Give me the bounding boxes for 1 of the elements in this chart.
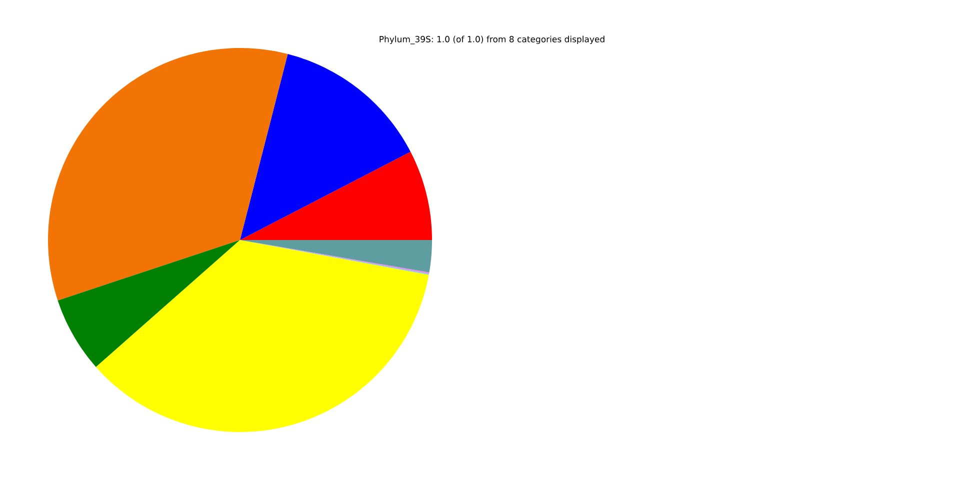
text: Phylum_39S: 1.0 (of 1.0) from 8 categories displayed xyxy=(380,36,604,44)
